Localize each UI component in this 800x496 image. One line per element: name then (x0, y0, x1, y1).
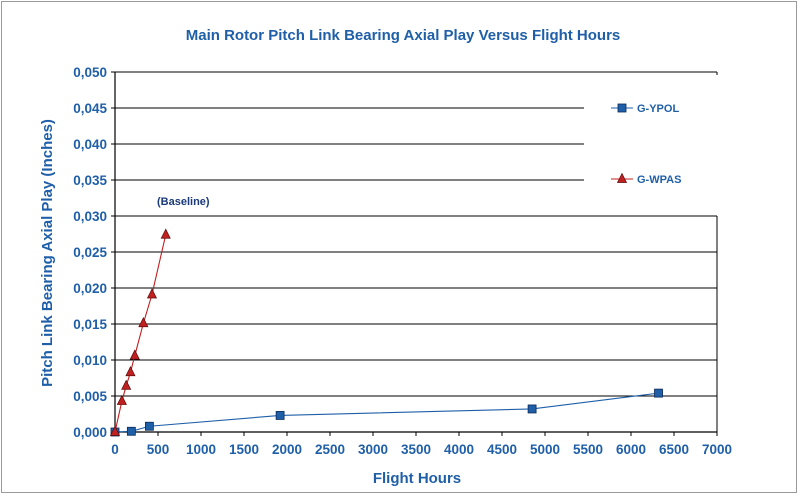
x-tick-label: 5000 (530, 442, 560, 457)
series-group (109, 228, 663, 437)
legend: G-YPOL G-WPAS (611, 103, 681, 186)
y-tick-label: 0,045 (73, 101, 107, 116)
data-point (160, 228, 171, 239)
y-tick-label: 0,050 (73, 65, 107, 80)
x-tick-label: 2500 (315, 442, 345, 457)
x-tick-label: 0 (111, 442, 119, 457)
legend-entry: G-WPAS (611, 172, 681, 186)
baseline-annotation: (Baseline) (157, 196, 210, 208)
legend-label: G-YPOL (637, 103, 679, 115)
grid-lines (115, 71, 717, 397)
data-point (125, 365, 136, 377)
data-point (146, 288, 158, 299)
x-tick-label: 1500 (229, 442, 259, 457)
x-tick-labels: 0 500 1000 1500 2000 2500 3000 3500 4000 4500 5000… (111, 442, 732, 457)
x-tick-label: 500 (147, 442, 170, 457)
data-point (129, 349, 140, 360)
chart-title: Main Rotor Pitch Link Bearing Axial Play… (186, 27, 621, 44)
x-tick-label: 5500 (573, 442, 603, 457)
x-tick-label: 6500 (659, 442, 689, 457)
y-tick-labels: 0,000 0,005 0,010 0,015 0,020 0,025 0,030 0,035… (73, 65, 107, 440)
x-tick-label: 2000 (272, 442, 302, 457)
x-tick-label: 3000 (358, 442, 388, 457)
data-point (138, 316, 149, 328)
series-line (114, 392, 659, 433)
y-tick-label: 0,020 (73, 281, 107, 296)
y-tick-label: 0,000 (73, 425, 107, 440)
y-tick-label: 0,005 (73, 389, 107, 404)
data-point (116, 394, 127, 405)
data-point (109, 425, 121, 436)
legend-marker (616, 172, 628, 183)
legend-entry: G-YPOL (611, 103, 679, 115)
y-tick-label: 0,025 (73, 245, 107, 260)
x-tick-label: 4500 (487, 442, 517, 457)
data-point (275, 411, 285, 420)
y-tick-label: 0,010 (73, 353, 107, 368)
data-point (121, 379, 132, 390)
y-tick-label: 0,035 (73, 173, 107, 188)
legend-label: G-WPAS (637, 174, 681, 186)
x-tick-label: 7000 (702, 442, 732, 457)
x-tick-label: 3500 (401, 442, 431, 457)
x-tick-label: 4000 (444, 442, 474, 457)
data-point (654, 388, 663, 398)
y-tick-label: 0,040 (73, 137, 107, 152)
data-point (527, 404, 537, 414)
series-g-wpas (109, 228, 171, 436)
x-axis-title: Flight Hours (373, 470, 461, 487)
x-tick-label: 1000 (186, 442, 216, 457)
y-tick-label: 0,030 (73, 209, 107, 224)
series-g-ypol (110, 388, 663, 437)
y-axis-title: Pitch Link Bearing Axial Play (Inches) (39, 119, 56, 387)
legend-marker (617, 103, 627, 113)
data-point (144, 421, 154, 431)
y-tick-label: 0,015 (73, 317, 107, 332)
data-point (126, 426, 136, 436)
axes (111, 71, 718, 436)
x-tick-label: 6000 (616, 442, 646, 457)
